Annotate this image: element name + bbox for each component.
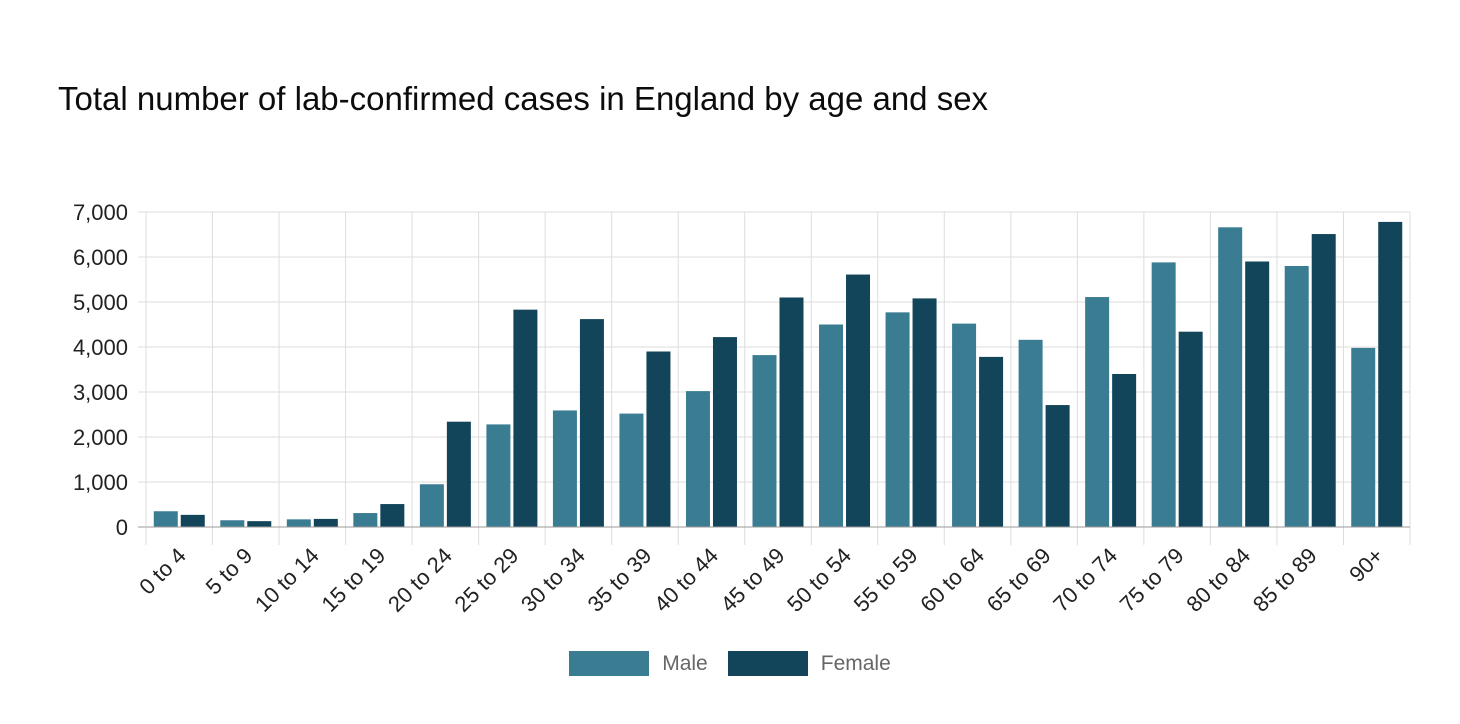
bar-male <box>819 324 844 527</box>
x-tick-label: 65 to 69 <box>982 543 1056 617</box>
bar-male <box>1085 297 1110 527</box>
x-tick-label: 30 to 34 <box>516 543 590 617</box>
x-tick-label: 25 to 29 <box>450 543 524 617</box>
y-tick-label: 4,000 <box>73 335 128 360</box>
bar-male <box>1018 339 1043 527</box>
bar-male <box>1351 347 1376 527</box>
x-tick-label: 50 to 54 <box>782 543 856 617</box>
x-tick-label: 80 to 84 <box>1181 543 1255 617</box>
x-tick-label: 10 to 14 <box>250 543 324 617</box>
bar-male <box>419 484 444 527</box>
bar-male <box>1218 227 1243 528</box>
bar-male <box>286 519 311 527</box>
y-tick-label: 6,000 <box>73 245 128 270</box>
bar-male <box>885 312 910 527</box>
x-tick-label: 35 to 39 <box>583 543 657 617</box>
x-tick-label: 40 to 44 <box>649 543 723 617</box>
y-tick-label: 3,000 <box>73 380 128 405</box>
x-tick-label: 90+ <box>1344 543 1388 587</box>
legend: Male Female <box>0 651 1460 676</box>
bar-female <box>446 421 471 527</box>
bar-female <box>513 309 538 527</box>
y-tick-label: 7,000 <box>73 200 128 225</box>
x-tick-label: 15 to 19 <box>316 543 390 617</box>
y-tick-label: 5,000 <box>73 290 128 315</box>
x-tick-label: 45 to 49 <box>716 543 790 617</box>
legend-label-female: Female <box>820 651 891 675</box>
bar-female <box>912 298 937 527</box>
bar-male <box>552 410 577 527</box>
bar-female <box>1245 261 1270 527</box>
bar-female <box>779 297 804 527</box>
y-tick-label: 0 <box>116 515 128 540</box>
x-tick-label: 70 to 74 <box>1048 543 1122 617</box>
chart-title: Total number of lab-confirmed cases in E… <box>58 80 989 117</box>
bar-female <box>313 518 338 527</box>
bar-male <box>952 323 977 527</box>
bar-female <box>846 274 871 527</box>
x-tick-label: 5 to 9 <box>201 543 258 600</box>
bar-female <box>579 319 604 527</box>
legend-swatch-male <box>569 651 650 676</box>
bar-female <box>1112 374 1137 527</box>
bar-male <box>619 413 644 527</box>
y-tick-label: 2,000 <box>73 425 128 450</box>
x-tick-label: 85 to 89 <box>1248 543 1322 617</box>
bar-female <box>380 504 405 527</box>
bar-male <box>685 391 710 527</box>
bar-female <box>247 521 272 527</box>
bar-female <box>646 351 671 527</box>
legend-label-male: Male <box>662 651 708 675</box>
x-tick-label: 55 to 59 <box>849 543 923 617</box>
bar-female <box>712 337 737 527</box>
bar-female <box>180 514 205 527</box>
bars-layer <box>153 221 1403 528</box>
x-tick-label: 0 to 4 <box>134 543 191 600</box>
bar-female <box>1178 331 1203 527</box>
legend-swatch-female <box>727 651 808 676</box>
bar-male <box>353 513 378 527</box>
bar-male <box>752 355 777 527</box>
bar-male <box>153 511 178 527</box>
bar-female <box>1311 234 1336 528</box>
x-tick-label: 20 to 24 <box>383 543 457 617</box>
y-tick-label: 1,000 <box>73 470 128 495</box>
bar-female <box>1378 221 1403 527</box>
legend-item-female[interactable]: Female <box>727 651 891 676</box>
bar-male <box>486 424 511 527</box>
x-tick-label: 75 to 79 <box>1115 543 1189 617</box>
x-tick-label: 60 to 64 <box>915 543 989 617</box>
bar-male <box>220 520 245 527</box>
legend-item-male[interactable]: Male <box>569 651 708 676</box>
bar-male <box>1284 266 1309 527</box>
bar-male <box>1151 262 1176 527</box>
bar-female <box>979 356 1004 527</box>
bar-female <box>1045 405 1070 527</box>
